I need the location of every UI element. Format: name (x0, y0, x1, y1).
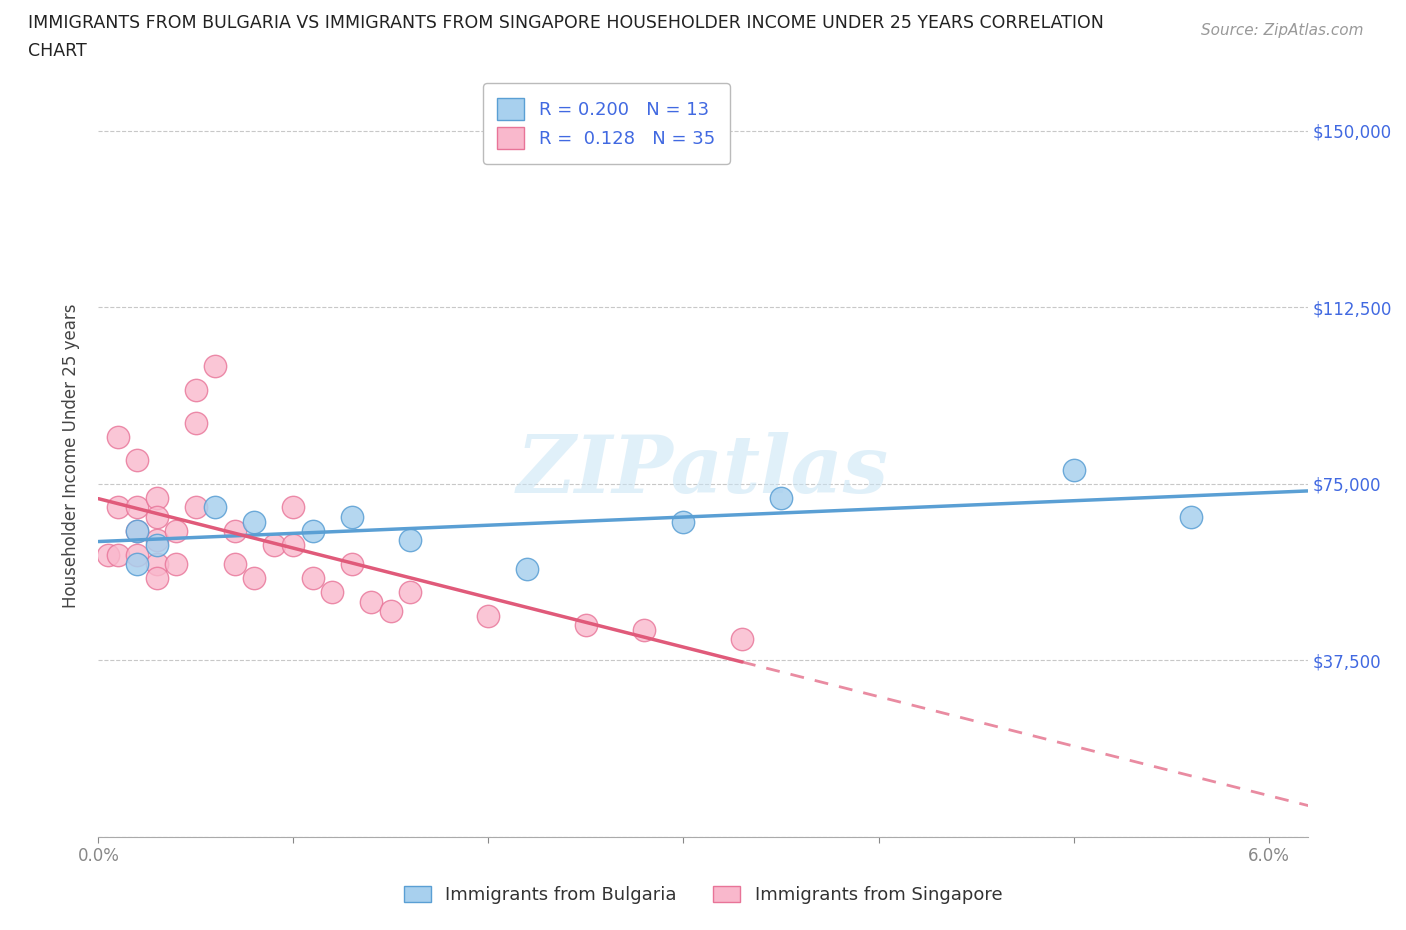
Point (127, 500, 149, 515)
Point (224, 524, 246, 538)
Point (243, 514, 266, 529)
Point (146, 556, 169, 571)
Point (1063, 462, 1085, 477)
Y-axis label: Householder Income Under 25 years: Householder Income Under 25 years (62, 303, 80, 608)
Point (224, 556, 246, 571)
Point (107, 430, 129, 445)
Point (127, 556, 149, 571)
Point (243, 571, 266, 586)
Point (184, 416, 207, 431)
Point (731, 631, 754, 646)
Point (769, 491, 792, 506)
Point (360, 594, 382, 609)
Point (107, 547, 129, 562)
Text: CHART: CHART (28, 42, 87, 60)
Point (127, 524, 149, 538)
Point (477, 608, 499, 623)
Point (146, 510, 169, 525)
Point (146, 533, 169, 548)
Point (165, 524, 187, 538)
Point (399, 533, 422, 548)
Text: Source: ZipAtlas.com: Source: ZipAtlas.com (1201, 23, 1364, 38)
Point (127, 453, 149, 468)
Point (204, 500, 226, 515)
Point (263, 538, 285, 552)
Point (146, 571, 169, 586)
Text: ZIPatlas: ZIPatlas (517, 432, 889, 510)
Point (97, 547, 120, 562)
Legend: R = 0.200   N = 13, R =  0.128   N = 35: R = 0.200 N = 13, R = 0.128 N = 35 (482, 84, 730, 164)
Point (302, 571, 325, 586)
Point (340, 510, 363, 525)
Point (146, 538, 169, 552)
Point (1180, 510, 1202, 525)
Point (283, 500, 305, 515)
Point (127, 524, 149, 538)
Legend: Immigrants from Bulgaria, Immigrants from Singapore: Immigrants from Bulgaria, Immigrants fro… (396, 879, 1010, 911)
Point (107, 500, 129, 515)
Point (399, 585, 422, 600)
Point (321, 585, 343, 600)
Point (146, 491, 169, 506)
Point (672, 514, 695, 529)
Point (184, 382, 207, 397)
Text: IMMIGRANTS FROM BULGARIA VS IMMIGRANTS FROM SINGAPORE HOUSEHOLDER INCOME UNDER 2: IMMIGRANTS FROM BULGARIA VS IMMIGRANTS F… (28, 14, 1104, 32)
Point (165, 556, 187, 571)
Point (380, 604, 402, 618)
Point (283, 538, 305, 552)
Point (204, 359, 226, 374)
Point (184, 500, 207, 515)
Point (127, 547, 149, 562)
Point (633, 622, 655, 637)
Point (516, 561, 538, 576)
Point (302, 524, 325, 538)
Point (340, 556, 363, 571)
Point (575, 618, 598, 632)
